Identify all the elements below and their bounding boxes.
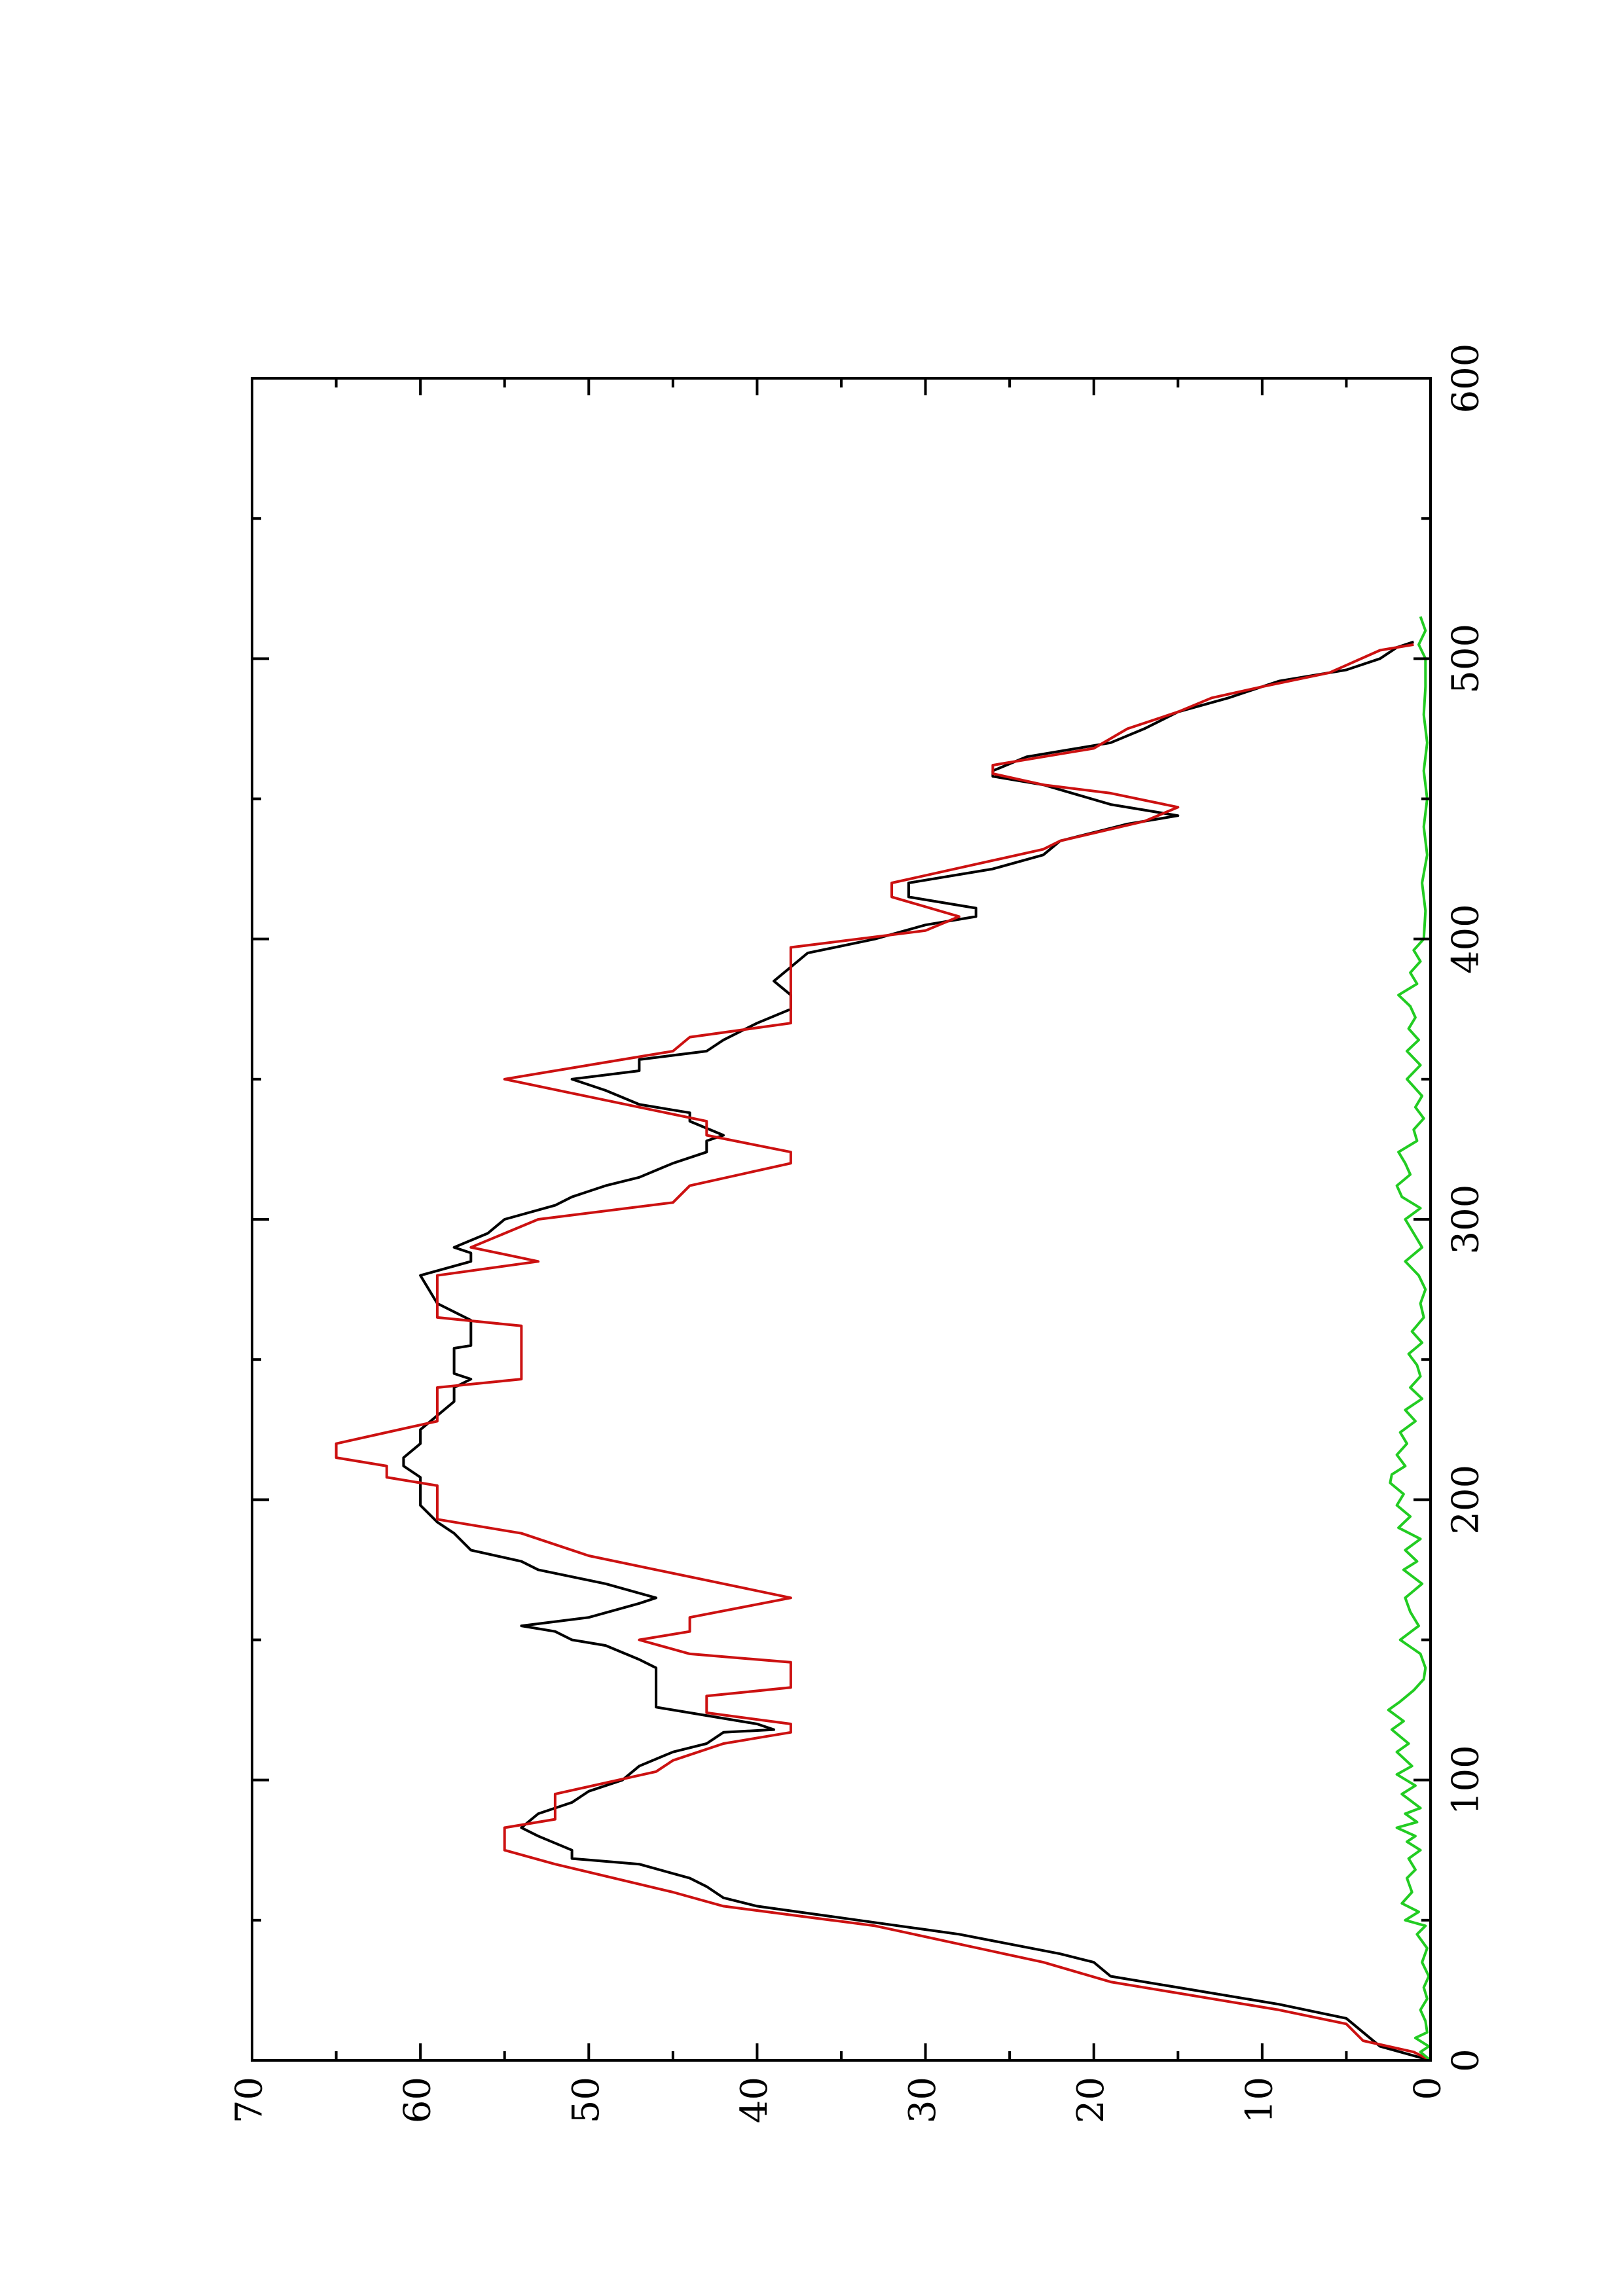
- tick-label-layer: 0 100 200 300 400 500 600 0 10 20 30 40 50 60 70: [228, 344, 1487, 2124]
- x-tick-label: 100: [1445, 1745, 1487, 1815]
- series-line-0: [402, 640, 1431, 2062]
- series-line-2: [1387, 616, 1432, 2062]
- y-tick-label: 10: [1238, 2077, 1281, 2123]
- x-tick-label: 300: [1445, 1185, 1487, 1255]
- tick-layer: [251, 377, 1432, 2062]
- y-tick-label: 20: [1070, 2077, 1112, 2123]
- y-tick-label: 50: [565, 2077, 608, 2123]
- y-tick-label: 70: [228, 2077, 271, 2123]
- x-tick-label: 500: [1445, 624, 1487, 694]
- series-layer: [335, 616, 1432, 2062]
- y-tick-label: 30: [902, 2077, 944, 2123]
- x-tick-label: 200: [1445, 1465, 1487, 1535]
- x-tick-label: 600: [1445, 344, 1487, 414]
- plot-frame: [251, 377, 1432, 2062]
- series-line-1: [335, 643, 1431, 2062]
- y-tick-label: 40: [733, 2077, 776, 2123]
- x-tick-label: 400: [1445, 904, 1487, 974]
- y-tick-label: 0: [1407, 2077, 1450, 2100]
- y-tick-label: 60: [397, 2077, 439, 2123]
- x-tick-label: 0: [1445, 2049, 1487, 2072]
